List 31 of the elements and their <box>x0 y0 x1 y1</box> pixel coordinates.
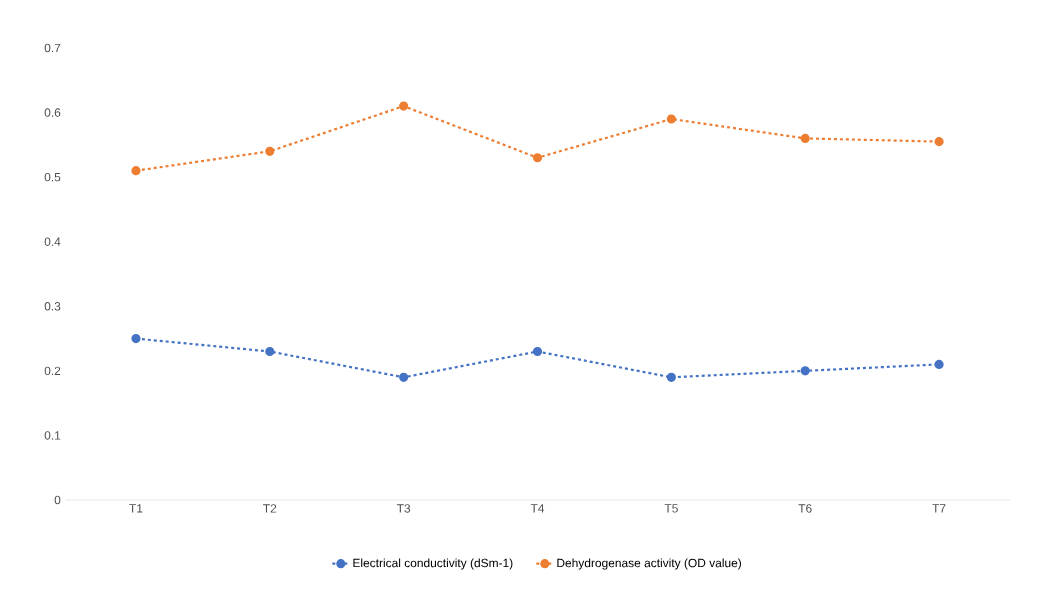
y-tick-label: 0.7 <box>44 43 61 53</box>
x-tick-label: T5 <box>664 504 678 513</box>
point <box>666 372 676 382</box>
point <box>934 137 944 147</box>
point <box>934 359 944 369</box>
y-tick-label: 0.2 <box>44 366 61 376</box>
x-tick-label: T2 <box>263 504 277 513</box>
point <box>666 114 676 124</box>
legend-label: Electrical conductivity (dSm-1) <box>353 558 513 570</box>
point <box>131 333 141 344</box>
point <box>399 101 409 111</box>
y-tick-label: 0.1 <box>44 431 61 440</box>
x-tick-label: T1 <box>129 504 143 513</box>
point <box>800 366 810 376</box>
x-tick-label: T7 <box>932 504 946 513</box>
point <box>265 146 275 156</box>
y-tick-label: 0.6 <box>44 108 61 117</box>
point <box>131 166 141 176</box>
x-tick-label: T6 <box>798 504 812 513</box>
x-tick-label: T4 <box>530 504 545 513</box>
y-tick-label: 0 <box>54 495 61 505</box>
x-tick-label: T3 <box>396 504 411 513</box>
point <box>800 133 810 143</box>
y-tick-label: 0.3 <box>44 302 61 311</box>
point <box>532 153 543 163</box>
point <box>265 346 275 357</box>
legend-label: Dehydrogenase activity (OD value) <box>557 558 741 570</box>
point <box>532 346 543 357</box>
y-tick-label: 0.4 <box>44 237 61 246</box>
y-tick-label: 0.5 <box>44 172 61 182</box>
point <box>399 372 409 382</box>
